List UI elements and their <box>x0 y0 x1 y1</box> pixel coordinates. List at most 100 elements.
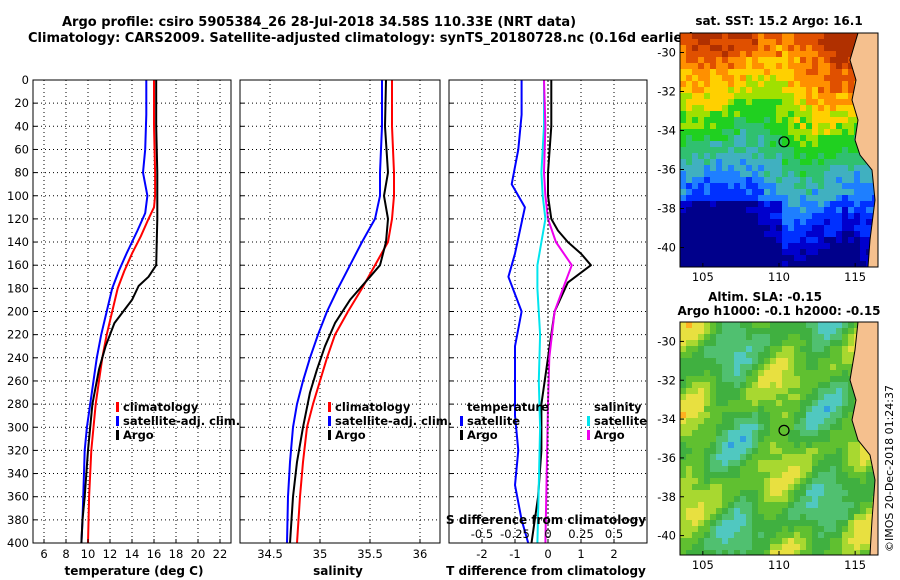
map-x-tick-label: 115 <box>844 270 866 284</box>
map-y-tick-label: -34 <box>657 124 676 138</box>
sla-map: -30 -32 -34 -36 -38 -40 105 110 115 <box>657 321 879 572</box>
difference-legend: temperature salinity satellite Argo sate… <box>460 400 647 442</box>
legend-s-argo-swatch <box>587 430 590 440</box>
map-y-tick-label: -32 <box>657 85 676 99</box>
y-tick-label: 20 <box>14 96 29 110</box>
legend-sat-swatch <box>116 416 119 426</box>
series-line-satellite-adj-clim- <box>286 80 383 544</box>
map-y-tick-label: -38 <box>657 490 676 504</box>
legend-argo-label: Argo <box>335 428 366 442</box>
map-raster <box>680 322 878 555</box>
temperature-axis-label: temperature (deg C) <box>65 564 204 578</box>
x-tick-label: 10 <box>81 547 96 561</box>
legend-argo-label: Argo <box>123 428 154 442</box>
s-difference-axis-label: S difference from climatology <box>446 513 646 527</box>
y-tick-label: 400 <box>7 536 29 550</box>
map-y-tick-label: -36 <box>657 451 676 465</box>
salinity-legend: climatology satellite-adj. clim. Argo <box>328 400 452 442</box>
y-tick-label: 320 <box>7 443 29 457</box>
map-x-tick-label: 115 <box>844 558 866 572</box>
y-tick-label: 100 <box>7 189 29 203</box>
y-tick-label: 380 <box>7 513 29 527</box>
map-y-tick-label: -32 <box>657 373 676 387</box>
map-x-tick-label: 105 <box>692 558 714 572</box>
series-line-climatology <box>296 80 395 544</box>
series-line-climatology <box>87 80 157 544</box>
y-tick-label: 60 <box>14 142 29 156</box>
x-tick-label: -1 <box>509 547 520 561</box>
y-tick-label: 360 <box>7 490 29 504</box>
legend-clim-label: climatology <box>123 400 199 414</box>
t-difference-axis-label: T difference from climatology <box>446 564 646 578</box>
argo-position-marker <box>778 424 790 436</box>
x-tick-label: 12 <box>103 547 118 561</box>
x-tick-label: 35 <box>313 547 328 561</box>
map-raster <box>680 33 878 267</box>
y-tick-label: 80 <box>14 166 29 180</box>
x-tick-label: 20 <box>191 547 206 561</box>
map-y-tick-label: -30 <box>657 46 676 60</box>
legend-sat-swatch <box>328 416 331 426</box>
map-y-tick-label: -40 <box>657 529 676 543</box>
y-tick-label: 180 <box>7 281 29 295</box>
y-tick-label: 240 <box>7 351 29 365</box>
legend-temperature-heading: temperature <box>467 400 549 414</box>
legend-argo-swatch <box>116 430 119 440</box>
sla-map-title-1: Altim. SLA: -0.15 <box>708 290 822 304</box>
map-x-tick-label: 110 <box>768 270 790 284</box>
sst-map-title: sat. SST: 15.2 Argo: 16.1 <box>695 14 862 28</box>
sla-map-title-2: Argo h1000: -0.1 h2000: -0.15 <box>677 304 880 318</box>
difference-panel: -2 -1 0 1 2 -0.5 -0.25 0 0.25 0.5 <box>448 79 648 561</box>
temperature-legend: climatology satellite-adj. clim. Argo <box>116 400 240 442</box>
x-tick-label: 0 <box>544 547 551 561</box>
y-tick-label: 160 <box>7 258 29 272</box>
y-tick-label: 260 <box>7 374 29 388</box>
map-x-tick-label: 105 <box>692 270 714 284</box>
legend-t-sat-label: satellite <box>467 414 520 428</box>
x-tick-label: 16 <box>147 547 162 561</box>
y-tick-label: 40 <box>14 119 29 133</box>
legend-argo-swatch <box>328 430 331 440</box>
x-tick-label: 36 <box>413 547 428 561</box>
x-tick-label: 22 <box>213 547 228 561</box>
legend-s-sat-label: satellite <box>594 414 647 428</box>
legend-sat-label: satellite-adj. clim. <box>123 414 240 428</box>
legend-clim-label: climatology <box>335 400 411 414</box>
y-tick-label: 340 <box>7 467 29 481</box>
y-tick-label: 0 <box>22 73 29 87</box>
map-y-tick-label: -36 <box>657 163 676 177</box>
x-tick-label: 35.5 <box>357 547 383 561</box>
series-line-temperature-satellite <box>507 80 530 544</box>
x-tick-label: 6 <box>40 547 47 561</box>
x-tick-label: 14 <box>125 547 140 561</box>
series-line-argo <box>80 80 159 544</box>
x-tick-label: -2 <box>476 547 487 561</box>
x-tick-label: 1 <box>577 547 584 561</box>
legend-s-argo-label: Argo <box>594 428 625 442</box>
legend-clim-swatch <box>328 402 331 412</box>
x-tick-label: 18 <box>169 547 184 561</box>
legend-clim-swatch <box>116 402 119 412</box>
y-tick-label: 300 <box>7 420 29 434</box>
header-line-2: Climatology: CARS2009. Satellite-adjuste… <box>28 31 695 46</box>
legend-sat-label: satellite-adj. clim. <box>335 414 452 428</box>
map-y-tick-label: -30 <box>657 334 676 348</box>
land-mass <box>849 322 878 555</box>
legend-t-argo-swatch <box>460 430 463 440</box>
y-tick-label: 140 <box>7 235 29 249</box>
legend-s-sat-swatch <box>587 416 590 426</box>
map-y-tick-label: -40 <box>657 241 676 255</box>
map-x-tick-label: 110 <box>768 558 790 572</box>
s-diff-tick-label: -0.25 <box>500 527 530 541</box>
legend-t-sat-swatch <box>460 416 463 426</box>
legend-t-argo-label: Argo <box>467 428 498 442</box>
x-tick-label: 34.5 <box>257 547 283 561</box>
y-tick-label: 220 <box>7 328 29 342</box>
imos-credit: ©IMOS 20-Dec-2018 01:24:37 <box>883 385 896 552</box>
x-tick-label: 2 <box>610 547 617 561</box>
s-diff-tick-label: 0.5 <box>605 527 623 541</box>
map-y-tick-label: -38 <box>657 202 676 216</box>
series-line-argo <box>289 79 389 544</box>
series-line-salinity-satellite <box>536 80 547 544</box>
